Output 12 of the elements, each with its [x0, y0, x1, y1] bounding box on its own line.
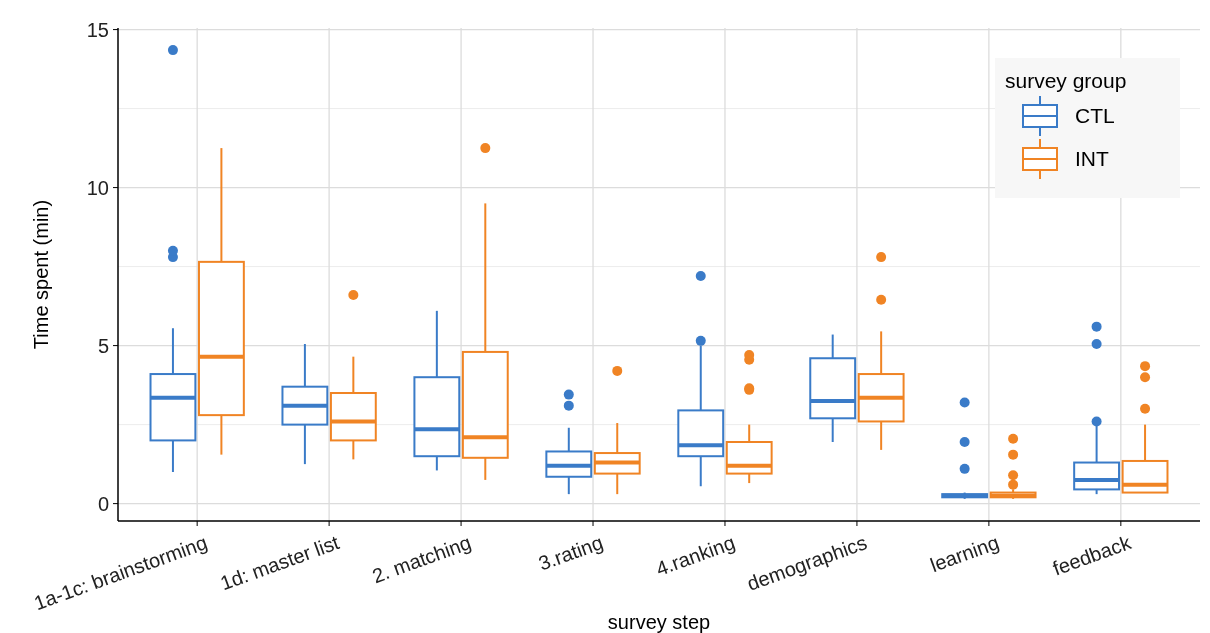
legend-label: INT	[1075, 147, 1109, 171]
x-tick-label: 3.rating	[535, 531, 606, 575]
y-tick-label: 5	[97, 334, 109, 357]
y-axis-title: Time spent (min)	[30, 199, 52, 350]
x-tick-label: learning	[927, 531, 1002, 577]
x-axis-title: survey step	[607, 611, 711, 633]
legend-title: survey group	[1005, 69, 1127, 92]
y-tick-label: 10	[86, 176, 109, 199]
x-tick-label: 1d: master list	[217, 530, 343, 595]
legend-label: CTL	[1075, 104, 1115, 128]
y-tick-label: 0	[97, 492, 109, 515]
y-tick-label: 15	[86, 18, 109, 41]
